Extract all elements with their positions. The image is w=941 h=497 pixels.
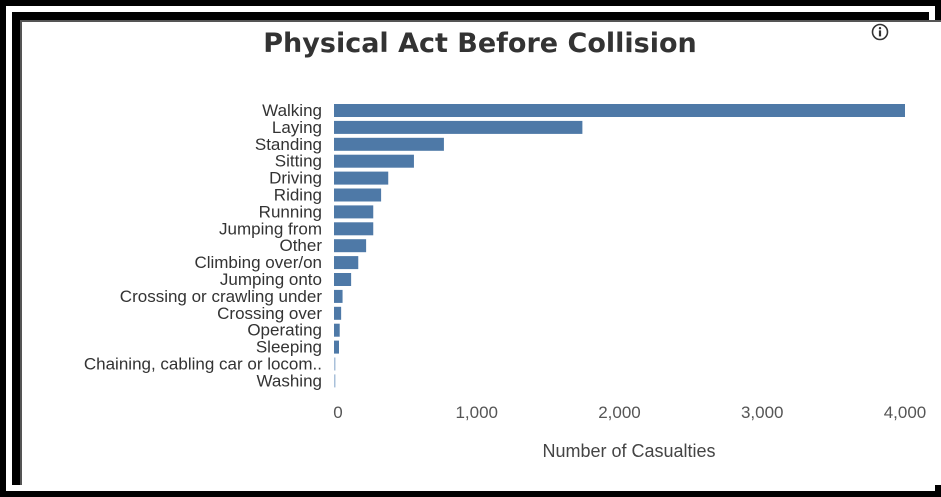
x-axis-ticks: 0 1,000 2,000 3,000 4,000 [333,403,926,422]
category-label: Standing [255,135,322,154]
category-label: Crossing or crawling under [120,287,323,306]
category-label: Laying [272,118,322,137]
x-axis-title: Number of Casualties [542,441,715,461]
category-label: Walking [262,101,322,120]
bar-sleeping[interactable] [334,340,339,354]
bar-crossing-or-crawling-under[interactable] [334,289,343,303]
bar-jumping-from[interactable] [334,222,374,236]
category-label: Jumping from [219,219,322,238]
category-label: Other [279,236,322,255]
category-label: Sleeping [256,338,322,357]
x-tick-label: 1,000 [455,403,498,422]
bar-walking[interactable] [334,104,905,117]
bar-sitting[interactable] [334,154,414,168]
x-tick-label: 0 [333,403,342,422]
category-label: Climbing over/on [194,253,322,272]
category-label: Washing [256,371,322,390]
category-label: Driving [269,169,322,188]
category-label: Sitting [275,152,322,171]
bar-chaining-cabling-car-or-locom[interactable] [334,357,336,371]
info-icon[interactable] [871,23,889,41]
bar-standing[interactable] [334,137,444,151]
category-label: Running [259,202,322,221]
bars-group [334,104,905,388]
bar-running[interactable] [334,205,374,219]
bar-washing[interactable] [334,374,336,388]
x-tick-label: 3,000 [741,403,784,422]
bar-jumping-onto[interactable] [334,273,352,286]
chart-panel [20,20,941,485]
category-label: Chaining, cabling car or locom.. [84,355,322,374]
category-label: Operating [247,321,322,340]
bar-riding[interactable] [334,188,382,202]
bar-laying[interactable] [334,120,583,134]
chart-title: Physical Act Before Collision [263,28,697,59]
category-label: Riding [274,186,322,205]
bar-climbing-over-on[interactable] [334,256,359,270]
bar-other[interactable] [334,239,367,253]
bar-driving[interactable] [334,171,389,185]
bar-operating[interactable] [334,323,340,337]
bar-crossing-over[interactable] [334,306,342,320]
category-label: Crossing over [217,304,322,323]
x-tick-label: 4,000 [884,403,927,422]
x-tick-label: 2,000 [598,403,641,422]
category-label: Jumping onto [220,270,322,289]
category-labels: WalkingLayingStandingSittingDrivingRidin… [84,101,322,390]
